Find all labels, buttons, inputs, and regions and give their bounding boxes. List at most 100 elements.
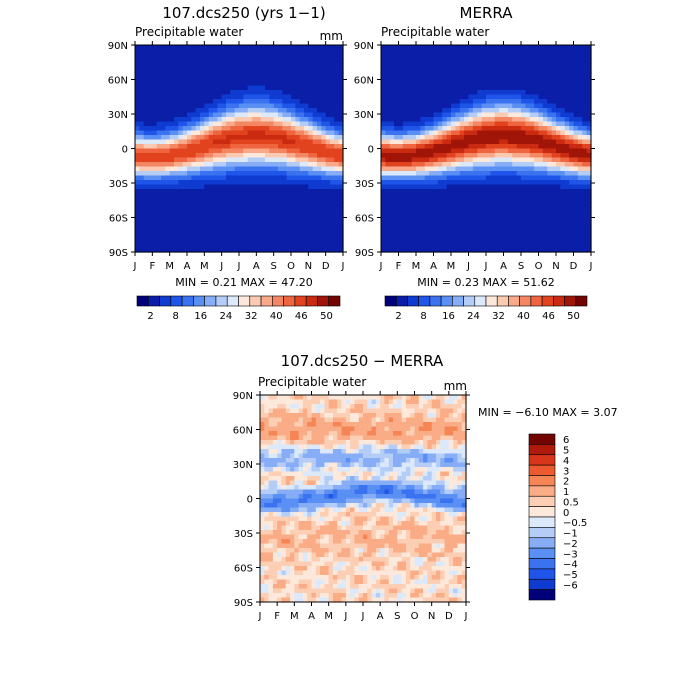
heatmap-cell — [191, 126, 197, 132]
heatmap-cell — [308, 162, 314, 168]
heatmap-cell — [217, 229, 223, 235]
heatmap-cell — [538, 216, 544, 222]
heatmap-cell — [135, 99, 140, 105]
heatmap-cell — [420, 67, 426, 73]
heatmap-cell — [239, 90, 244, 96]
heatmap-cell — [161, 225, 166, 231]
heatmap-cell — [174, 184, 179, 190]
heatmap-cell — [230, 49, 236, 55]
heatmap-cell — [411, 90, 417, 96]
heatmap-cell — [394, 166, 400, 172]
heatmap-cell — [295, 207, 301, 213]
heatmap-cell — [156, 130, 162, 136]
heatmap-cell — [420, 198, 426, 204]
colorbar-swatch — [452, 295, 464, 307]
heatmap-cell — [435, 399, 441, 405]
heatmap-cell — [182, 103, 188, 109]
heatmap-cell — [221, 162, 227, 168]
heatmap-cell — [187, 234, 192, 240]
heatmap-cell — [282, 157, 288, 163]
heatmap-cell — [320, 399, 325, 405]
heatmap-cell — [299, 184, 305, 190]
heatmap-cell — [464, 162, 470, 168]
heatmap-cell — [152, 180, 158, 186]
heatmap-cell — [586, 229, 592, 235]
heatmap-cell — [269, 130, 275, 136]
heatmap-cell — [459, 238, 465, 244]
heatmap-cell — [529, 220, 535, 226]
heatmap-cell — [230, 207, 236, 213]
heatmap-cell — [256, 94, 262, 100]
heatmap-cell — [385, 184, 391, 190]
heatmap-cell — [429, 144, 435, 150]
heatmap-cell — [200, 117, 205, 123]
heatmap-cell — [538, 99, 544, 105]
heatmap-cell — [538, 90, 544, 96]
heatmap-cell — [302, 408, 308, 414]
heatmap-cell — [494, 58, 500, 64]
heatmap-cell — [507, 234, 513, 240]
heatmap-cell — [459, 121, 465, 127]
heatmap-cell — [278, 99, 283, 105]
heatmap-cell — [345, 413, 351, 419]
heatmap-cell — [256, 126, 262, 132]
heatmap-cell — [208, 193, 214, 199]
heatmap-cell — [486, 225, 491, 231]
heatmap-cell — [442, 229, 448, 235]
heatmap-cell — [486, 247, 491, 253]
heatmap-cell — [560, 153, 566, 159]
heatmap-cell — [416, 175, 421, 181]
heatmap-cell — [213, 175, 218, 181]
heatmap-cell — [503, 67, 509, 73]
heatmap-cell — [503, 202, 509, 208]
heatmap-cell — [243, 112, 249, 118]
heatmap-cell — [299, 162, 305, 168]
heatmap-cell — [529, 67, 535, 73]
heatmap-cell — [490, 234, 496, 240]
heatmap-cell — [384, 404, 390, 410]
heatmap-cell — [178, 49, 184, 55]
heatmap-cell — [494, 130, 500, 136]
heatmap-cell — [330, 234, 335, 240]
heatmap-cell — [135, 175, 140, 181]
heatmap-cell — [446, 166, 452, 172]
heatmap-cell — [325, 130, 331, 136]
heatmap-cell — [169, 63, 175, 69]
heatmap-cell — [317, 229, 322, 235]
heatmap-cell — [260, 426, 265, 432]
heatmap-cell — [260, 198, 266, 204]
x-tick-label: D — [570, 261, 578, 272]
heatmap-cell — [363, 426, 368, 432]
heatmap-cell — [174, 225, 179, 231]
heatmap-cell — [299, 193, 305, 199]
heatmap-cell — [290, 422, 295, 428]
heatmap-cell — [332, 426, 338, 432]
heatmap-cell — [148, 166, 153, 172]
heatmap-cell — [547, 90, 553, 96]
heatmap-cell — [239, 153, 244, 159]
heatmap-cell — [472, 184, 478, 190]
heatmap-cell — [389, 225, 395, 231]
heatmap-cell — [499, 112, 505, 118]
heatmap-cell — [551, 81, 557, 87]
heatmap-cell — [437, 112, 443, 118]
heatmap-cell — [208, 117, 214, 123]
heatmap-cell — [394, 229, 400, 235]
heatmap-cell — [260, 225, 266, 231]
heatmap-cell — [564, 54, 570, 60]
heatmap-cell — [174, 180, 179, 186]
heatmap-cell — [291, 126, 296, 132]
heatmap-cell — [477, 112, 483, 118]
heatmap-cell — [221, 184, 227, 190]
heatmap-cell — [174, 220, 179, 226]
heatmap-cell — [564, 216, 570, 222]
heatmap-cell — [542, 54, 548, 60]
heatmap-cell — [234, 216, 240, 222]
heatmap-cell — [586, 45, 592, 51]
heatmap-cell — [260, 207, 266, 213]
heatmap-cell — [389, 193, 395, 199]
heatmap-cell — [243, 76, 249, 82]
heatmap-cell — [573, 238, 579, 244]
heatmap-cell — [282, 153, 288, 159]
heatmap-cell — [217, 76, 223, 82]
